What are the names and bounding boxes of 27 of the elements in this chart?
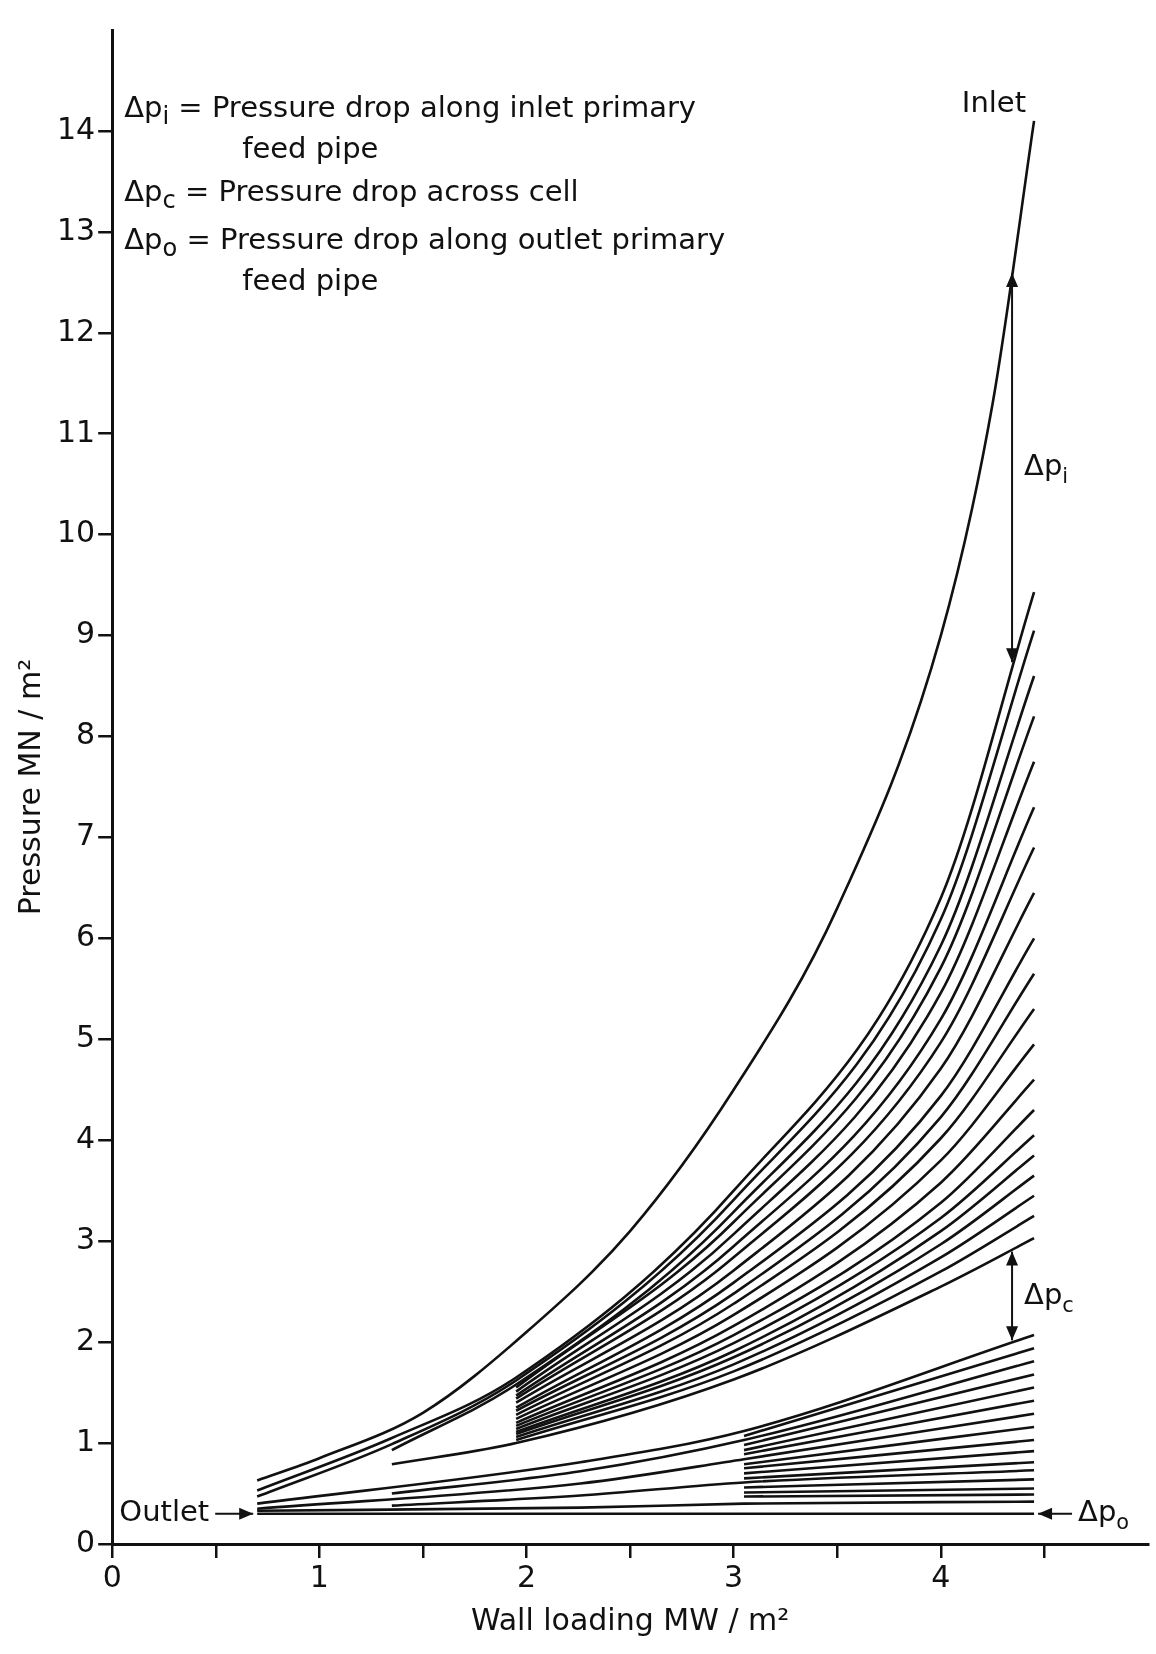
x-tick-label: 3 — [724, 1558, 744, 1594]
y-tick-label: 12 — [56, 312, 96, 348]
y-tick-label: 14 — [56, 110, 96, 146]
annotation: Outlet — [119, 1494, 210, 1529]
x-tick-label: 0 — [102, 1558, 122, 1594]
y-tick-label: 7 — [76, 817, 96, 853]
annotation: Δp$_{c}$ = Pressure drop across cell — [124, 173, 580, 215]
y-tick-label: 4 — [76, 1120, 96, 1156]
x-axis-title: Wall loading MW / m² — [470, 1601, 790, 1637]
y-tick-label: 2 — [76, 1321, 96, 1357]
x-tick-label: 1 — [309, 1558, 329, 1594]
annotation: Inlet — [961, 85, 1027, 120]
annotation: Δp$_{i}$ = Pressure drop along inlet primary feed pipe — [124, 90, 697, 166]
y-tick-label: 5 — [76, 1019, 96, 1055]
x-tick-label: 4 — [931, 1558, 951, 1594]
y-tick-label: 6 — [76, 918, 96, 954]
y-tick-label: 13 — [56, 211, 96, 247]
y-tick-label: 8 — [76, 716, 96, 752]
y-tick-label: 1 — [76, 1422, 96, 1458]
y-tick-label: 3 — [76, 1221, 96, 1256]
y-axis-title: Pressure MN / m² — [11, 658, 47, 916]
annotation: Δp$_{o}$ = Pressure drop along outlet primary feed pipe — [124, 222, 727, 298]
y-tick-label: 9 — [76, 615, 96, 651]
y-tick-label: 0 — [76, 1523, 96, 1559]
y-tick-label: 10 — [56, 514, 96, 550]
x-tick-label: 2 — [516, 1558, 537, 1594]
y-tick-label: 11 — [56, 413, 96, 449]
